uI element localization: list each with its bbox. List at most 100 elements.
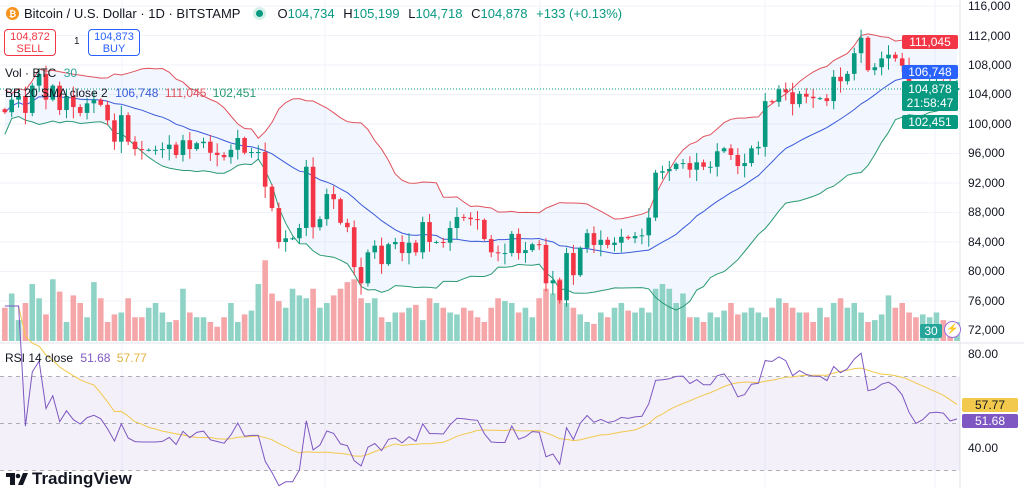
volume-bar xyxy=(584,322,590,341)
candle xyxy=(194,143,199,150)
candle xyxy=(112,120,117,142)
volume-bar xyxy=(830,303,837,341)
volume-bar xyxy=(262,260,268,341)
candle xyxy=(23,95,28,113)
volume-bar xyxy=(132,317,138,341)
volume-bar xyxy=(173,320,179,341)
candle xyxy=(379,245,384,265)
candle xyxy=(708,166,713,168)
rsi-pane xyxy=(0,305,960,487)
candle xyxy=(721,148,727,152)
candle xyxy=(461,216,467,218)
volume-bar xyxy=(289,288,296,341)
buy-button[interactable]: 104,873 BUY xyxy=(88,29,140,56)
bb-upper-line xyxy=(4,33,958,220)
volume-bar xyxy=(248,310,255,341)
rsi-legend[interactable]: RSI 14 close 51.68 57.77 xyxy=(5,351,147,365)
rsi-legend-label: RSI 14 close xyxy=(5,351,74,365)
volume-price-label: 30 xyxy=(920,324,942,338)
volume-bar xyxy=(721,310,727,341)
bb-legend-label: BB 20 SMA close 2 xyxy=(5,86,108,100)
candle xyxy=(201,141,206,144)
rsi-axis-tick: 80.00 xyxy=(968,347,999,361)
volume-bar xyxy=(392,312,399,341)
candle xyxy=(77,107,83,113)
volume-bar xyxy=(810,322,816,341)
candle xyxy=(509,233,515,254)
candle xyxy=(351,227,357,268)
volume-bar xyxy=(618,303,625,341)
candle xyxy=(653,172,658,218)
candle xyxy=(166,144,172,150)
price-axis-tick: 84,000 xyxy=(968,234,1005,249)
volume-bar xyxy=(515,312,522,341)
candle xyxy=(372,245,378,253)
volume-bar xyxy=(776,298,782,341)
volume-bar xyxy=(378,317,385,341)
candle xyxy=(50,85,56,100)
candle xyxy=(468,217,473,220)
price-axis-tick: 88,000 xyxy=(968,205,1005,220)
symbol-header: ₿ Bitcoin / U.S. Dollar · 1D · BITSTAMP … xyxy=(6,6,627,21)
bb-upper-price-label: 111,045 xyxy=(902,35,958,49)
volume-bar xyxy=(892,307,899,341)
candle xyxy=(824,98,830,102)
volume-bar xyxy=(8,293,15,341)
candle xyxy=(762,101,768,147)
volume-bar xyxy=(769,307,775,341)
lightning-icon[interactable]: ⚡ xyxy=(944,321,961,338)
volume-bar xyxy=(803,312,810,341)
bb-legend[interactable]: BB 20 SMA close 2 106,748 111,045 102,45… xyxy=(5,86,256,100)
volume-bar xyxy=(221,317,227,341)
sell-button[interactable]: 104,872 SELL xyxy=(4,29,56,56)
volume-bar xyxy=(488,307,494,341)
candle xyxy=(550,280,556,284)
candle xyxy=(714,151,720,167)
volume-bar xyxy=(70,295,77,341)
candle xyxy=(605,239,610,245)
candle xyxy=(523,250,528,254)
symbol-title[interactable]: Bitcoin / U.S. Dollar · 1D · BITSTAMP xyxy=(24,6,241,21)
volume-bar xyxy=(282,307,289,341)
candle xyxy=(694,162,699,170)
candle xyxy=(502,253,508,255)
candle xyxy=(851,53,857,74)
candle xyxy=(831,76,836,102)
candle xyxy=(256,152,261,154)
volume-bar xyxy=(399,312,405,341)
candle xyxy=(57,85,62,110)
volume-bar xyxy=(913,317,919,341)
volume-bar xyxy=(50,279,56,341)
candle xyxy=(16,95,21,100)
candle xyxy=(91,99,97,104)
volume-legend[interactable]: Vol · BTC 30 xyxy=(5,66,77,80)
volume-bar xyxy=(228,303,234,341)
candle xyxy=(208,141,213,153)
candle xyxy=(858,37,864,54)
volume-bar xyxy=(36,298,42,341)
low-label: L xyxy=(408,6,416,21)
volume-bar xyxy=(782,303,789,341)
volume-bar xyxy=(529,317,536,341)
volume-bar xyxy=(371,298,378,341)
volume-bar xyxy=(303,298,310,341)
rsi-ma-line xyxy=(4,305,958,457)
volume-bar xyxy=(241,314,248,341)
candle xyxy=(584,233,590,248)
price-axis-tick: 92,000 xyxy=(968,175,1005,190)
candle xyxy=(413,242,419,253)
candle xyxy=(749,148,754,164)
volume-bar xyxy=(125,298,131,341)
candle xyxy=(249,152,254,154)
candle xyxy=(598,239,604,245)
candle xyxy=(735,154,741,167)
candle xyxy=(776,89,782,102)
volume-bar xyxy=(180,288,186,341)
volume-bar xyxy=(145,307,152,341)
tradingview-logo[interactable]: TradingView xyxy=(6,469,132,489)
volume-bar xyxy=(255,284,262,341)
volume-bar xyxy=(344,282,351,341)
volume-bar xyxy=(365,303,371,341)
rsi-legend-value: 51.68 xyxy=(80,351,111,365)
